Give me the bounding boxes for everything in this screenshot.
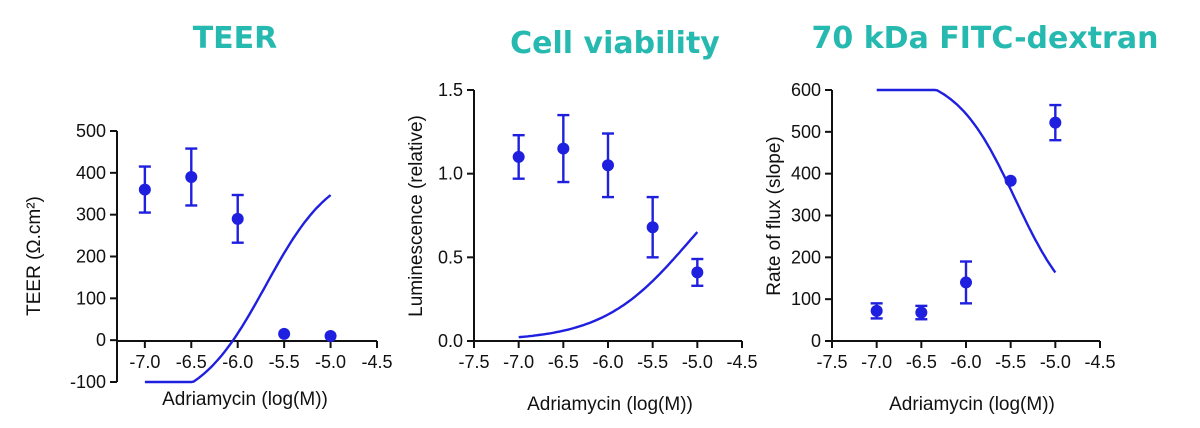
fitc-dextran-data-point [1004,174,1017,187]
teer-data-point [278,327,291,340]
fitc-dextran-y-tick-label: 500 [791,122,821,142]
fitc-dextran-y-tick-label: 300 [791,206,821,226]
cell-viability-data-point [691,266,704,279]
teer-title: TEER [193,21,278,56]
teer-data-point [185,171,198,184]
cell-viability-x-tick-label: -4.5 [726,352,757,372]
cell-viability-x-tick-label: -6.0 [592,352,623,372]
teer-y-tick-label: 0 [96,330,106,350]
teer-y-tick-label: 300 [76,205,106,225]
cell-viability-data-point [512,150,525,163]
cell-viability-x-tick-label: -5.5 [637,352,668,372]
fitc-dextran-y-axis-label: Rate of flux (slope) [764,136,785,295]
teer-x-tick-label: -7.0 [129,352,160,372]
fitc-dextran-x-axis-label: Adriamycin (log(M)) [889,394,1055,415]
teer-y-tick-label: 500 [76,121,106,141]
cell-viability-ticks: -7.5 -7.0 -6.5 -6.0 -5.5 -5.0 -4.5 0.0 0.5 1.0 1.5 [438,80,758,372]
cell-viability-y-tick-label: 1.5 [438,80,463,100]
fitc-dextran-data-point [960,276,972,289]
fitc-dextran-y-tick-label: 600 [791,80,821,100]
teer-x-tick-label: -5.0 [315,352,346,372]
fitc-dextran-data-point [1049,116,1062,129]
cell-viability-y-tick-label: 1.0 [438,164,463,184]
teer-data-point [138,183,151,196]
cell-viability-data-point [557,142,570,155]
cell-viability-data-point [602,159,614,172]
teer-x-tick-label: -4.5 [361,352,392,372]
fitc-dextran-x-tick-label: -4.5 [1084,352,1115,372]
teer-y-tick-label: 200 [76,247,106,267]
teer-data-point [231,212,244,225]
teer-fit-curve-group [144,194,332,384]
fitc-dextran-y-tick-label: 100 [791,289,821,309]
fitc-dextran-data-points [870,103,1062,321]
fitc-dextran-y-tick-label: 0 [811,331,821,351]
fitc-dextran-data-point [870,304,883,317]
cell-viability-x-tick-label: -6.5 [548,352,579,372]
fitc-dextran-x-tick-label: -7.0 [861,352,892,372]
fitc-dextran-fit-curve [876,88,1057,274]
teer-panel: TEER -7.0 -6.5 -6.0 -5.5 -5.0 -4.5 -100 0 100 200… [24,21,393,410]
fitc-dextran-x-tick-label: -5.5 [995,352,1026,372]
cell-viability-x-axis-label: Adriamycin (log(M)) [527,394,693,415]
cell-viability-data-points [512,113,704,287]
cell-viability-y-axis-label: Luminescence (relative) [406,115,427,317]
teer-y-tick-label: 400 [76,163,106,183]
cell-viability-data-point [646,221,659,234]
teer-y-tick-label: 100 [76,288,106,308]
fitc-dextran-y-tick-label: 400 [791,164,821,184]
teer-x-tick-label: -6.0 [222,352,253,372]
fitc-dextran-x-tick-label: -5.0 [1040,352,1071,372]
fitc-dextran-x-tick-label: -6.5 [906,352,937,372]
teer-y-axis-label: TEER (Ω.cm²) [24,196,45,316]
cell-viability-x-tick-label: -5.0 [682,352,713,372]
teer-ticks: -7.0 -6.5 -6.0 -5.5 -5.0 -4.5 -100 0 100 200 300 40… [70,121,393,392]
fitc-dextran-x-tick-label: -6.0 [950,352,981,372]
teer-data-point [324,329,337,342]
cell-viability-fit-curve [518,231,699,339]
fitc-dextran-ticks: -7.5 -7.0 -6.5 -6.0 -5.5 -5.0 -4.5 0 100 200 300 40… [791,80,1116,372]
teer-x-tick-label: -6.5 [176,352,207,372]
cell-viability-panel: Cell viability -7.5 -7.0 -6.5 -6.0 -5.5 -5.0-… [406,26,758,415]
cell-viability-y-tick-label: 0.0 [438,331,463,351]
cell-viability-y-tick-label: 0.5 [438,247,463,267]
cell-viability-x-tick-label: -7.5 [458,352,489,372]
fitc-dextran-y-tick-label: 200 [791,247,821,267]
fitc-dextran-x-tick-label: -7.5 [816,352,847,372]
fitc-dextran-title: 70 kDa FITC-dextran [812,21,1159,56]
teer-x-axis-label: Adriamycin (log(M)) [162,389,328,410]
cell-viability-title: Cell viability [510,26,720,61]
teer-y-tick-label: -100 [70,372,106,392]
teer-fit-curve [144,194,332,384]
fitc-dextran-fit-curve-group [876,88,1057,274]
cell-viability-fit-curve-group [518,231,699,339]
teer-data-points [138,147,337,342]
cell-viability-x-tick-label: -7.0 [503,352,534,372]
fitc-dextran-data-point [915,306,928,319]
teer-x-tick-label: -5.5 [269,352,300,372]
fitc-dextran-panel: 70 kDa FITC-dextran -7.5 -7.0 -6.5 -6.0 -5.5… [764,21,1158,415]
